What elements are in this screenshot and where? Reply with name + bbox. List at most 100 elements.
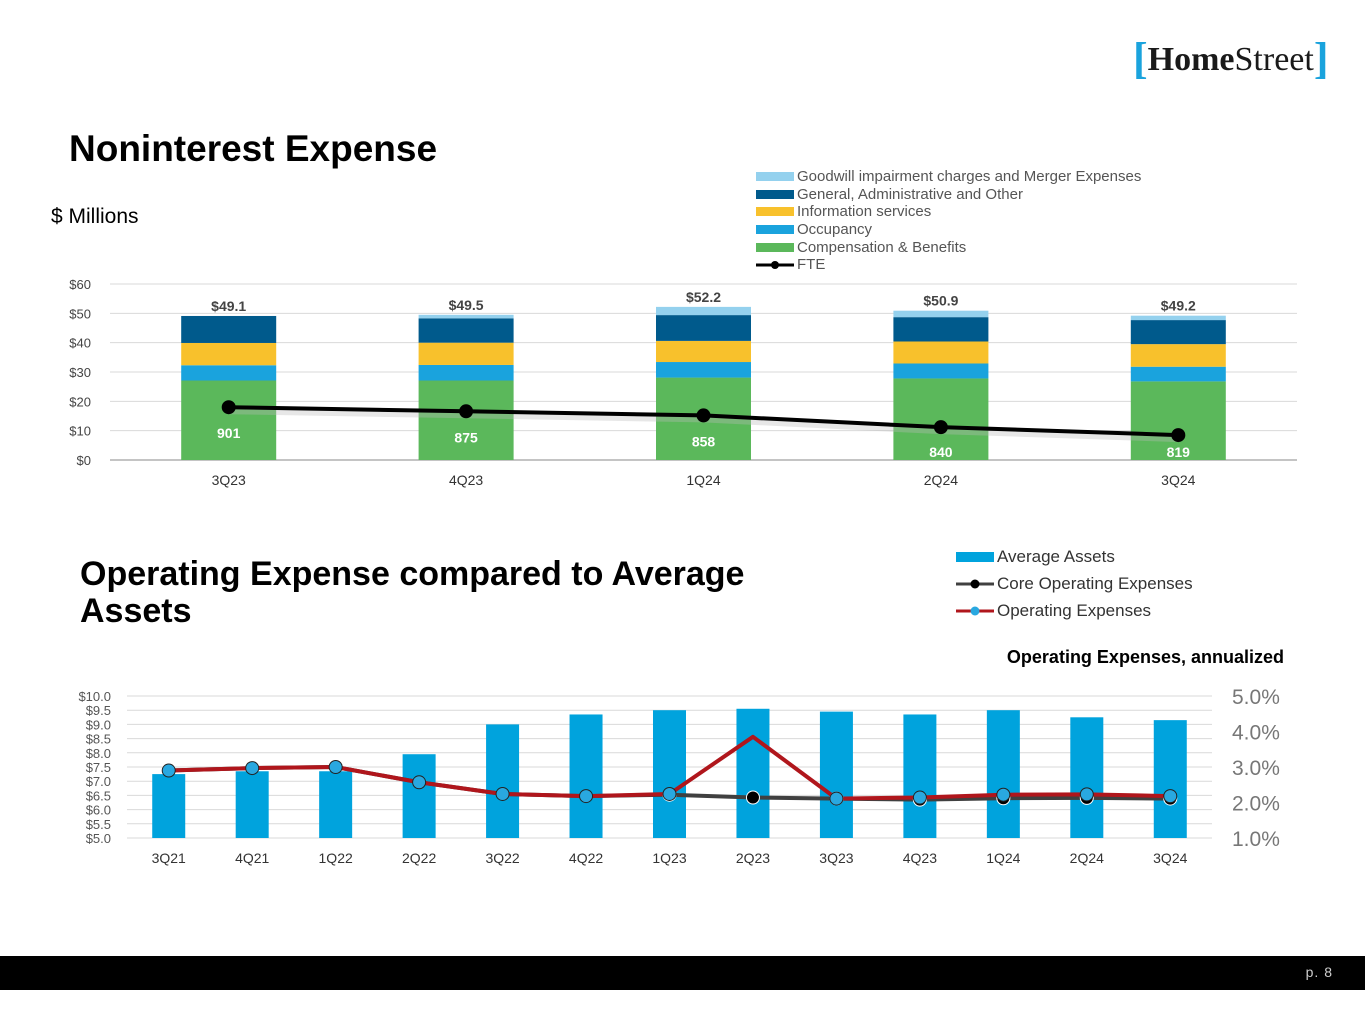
x-tick-label: 4Q22 [569, 850, 603, 866]
legend-swatch-goodwill [756, 172, 794, 182]
average-assets-bar [152, 774, 186, 838]
y-tick-label: $10 [69, 424, 91, 439]
bar-total-label: $49.5 [449, 297, 484, 313]
opex-point [245, 761, 260, 776]
legend-item-fte: FTE [756, 256, 1141, 274]
legend-label-occupancy: Occupancy [797, 221, 873, 239]
average-assets-bar [653, 710, 686, 838]
bar-segment [418, 364, 514, 381]
bar-segment [418, 380, 514, 460]
footer-bar: p. 8 [0, 956, 1365, 990]
x-tick-label: 3Q24 [1153, 850, 1187, 866]
legend-swatch-ga [756, 189, 794, 199]
bar-segment [893, 363, 989, 379]
average-assets-bar [319, 771, 353, 838]
noninterest-expense-chart: $0 $10 $20 $30 $40 $50 $60 $49.1 3Q23 $49.5 4Q23 $5… [69, 277, 1297, 488]
noninterest-expense-title: Noninterest Expense [69, 128, 438, 169]
bar-segment [181, 342, 277, 366]
legend-item-comp: Compensation & Benefits [756, 238, 1141, 256]
y2-tick-label: 1.0% [1232, 828, 1280, 851]
y2-tick-label: 4.0% [1232, 722, 1280, 745]
opex-point [161, 763, 176, 778]
legend-swatch-opex [956, 606, 994, 615]
y-tick-label: $9.0 [86, 717, 111, 732]
logo-text-street: Street [1234, 41, 1314, 78]
legend-swatch-comp [756, 242, 794, 252]
legend-item-goodwill: Goodwill impairment charges and Merger E… [756, 168, 1141, 186]
bar-segment [656, 306, 751, 316]
fte-data-label: 901 [217, 425, 241, 441]
average-assets-bar [736, 708, 770, 838]
x-tick-label: 3Q21 [152, 850, 186, 866]
average-assets-bar [569, 714, 603, 838]
y-tick-label: $7.5 [86, 760, 111, 775]
x-tick-label: 4Q23 [449, 472, 483, 488]
average-assets-bar [1153, 720, 1187, 838]
fte-point [933, 420, 948, 435]
y-tick-label: $10.0 [78, 689, 111, 704]
operating-expense-subtitle: Operating Expenses, annualized [1006, 647, 1284, 667]
opex-point [328, 760, 343, 774]
legend-label-fte: FTE [797, 256, 826, 274]
y-tick-label: $8.5 [86, 732, 111, 747]
y2-tick-label: 2.0% [1232, 793, 1280, 816]
x-tick-label: 1Q23 [652, 850, 686, 866]
x-tick-label: 3Q23 [819, 850, 853, 866]
y2-tick-label: 3.0% [1232, 757, 1280, 780]
legend-item-ga: General, Administrative and Other [756, 186, 1141, 204]
operating-expense-chart: $5.0$5.5$6.0$6.5$7.0$7.5$8.0$8.5$9.0$9.5… [78, 686, 1280, 866]
bar-total-label: $49.1 [211, 298, 246, 314]
y-tick-label: $6.0 [86, 803, 111, 818]
bar-total-label: $52.2 [686, 289, 721, 305]
bar-segment [893, 341, 989, 364]
bar-segment [181, 380, 277, 460]
opex-point [412, 775, 427, 790]
bar-segment [181, 315, 277, 343]
opex-point [579, 789, 594, 804]
bar-segment [656, 340, 751, 363]
legend-label-average-assets: Average Assets [997, 546, 1115, 566]
y-tick-label: $40 [69, 336, 91, 351]
bar-total-label: $50.9 [923, 293, 958, 309]
fte-point [459, 404, 474, 419]
legend-swatch-info [756, 207, 794, 217]
opex-point [912, 790, 927, 805]
bar-segment [893, 378, 989, 460]
legend-swatch-core-opex [956, 579, 994, 588]
average-assets-bar [235, 771, 269, 838]
fte-point [696, 408, 711, 423]
x-tick-label: 1Q24 [686, 472, 720, 488]
y-tick-label: $50 [69, 306, 91, 321]
bar-segment [418, 318, 514, 343]
x-tick-label: 3Q24 [1161, 472, 1195, 488]
y-tick-label: $8.0 [86, 746, 111, 761]
x-tick-label: 4Q23 [903, 850, 937, 866]
fte-point [1171, 428, 1186, 443]
x-tick-label: 2Q24 [1070, 850, 1104, 866]
logo-bracket-right: ] [1313, 34, 1329, 83]
operating-legend: Average Assets Core Operating Expenses O… [956, 543, 1193, 624]
legend-label-comp: Compensation & Benefits [797, 238, 967, 256]
core-opex-point [745, 790, 760, 805]
bar-segment [1130, 344, 1226, 367]
opex-point [829, 791, 844, 806]
bar-segment [893, 310, 989, 318]
average-assets-bar [1070, 717, 1104, 838]
average-assets-bar [986, 710, 1020, 838]
opex-point [662, 786, 677, 801]
y-tick-label: $5.5 [86, 817, 111, 832]
noninterest-legend: Goodwill impairment charges and Merger E… [756, 168, 1141, 274]
bar-segment [656, 315, 751, 341]
y-tick-label: $30 [69, 365, 91, 380]
legend-label-ga: General, Administrative and Other [797, 185, 1023, 203]
y-tick-label: $20 [69, 394, 91, 409]
average-assets-bar [402, 754, 436, 838]
x-tick-label: 4Q21 [235, 850, 269, 866]
bar-segment [418, 342, 514, 365]
legend-label-info: Information services [797, 203, 932, 221]
legend-item-opex: Operating Expenses [956, 597, 1193, 624]
bar-total-label: $49.2 [1161, 298, 1196, 314]
page-number: p. 8 [1305, 964, 1333, 980]
logo-text-home: Home [1147, 41, 1235, 78]
legend-label-goodwill: Goodwill impairment charges and Merger E… [797, 168, 1142, 186]
